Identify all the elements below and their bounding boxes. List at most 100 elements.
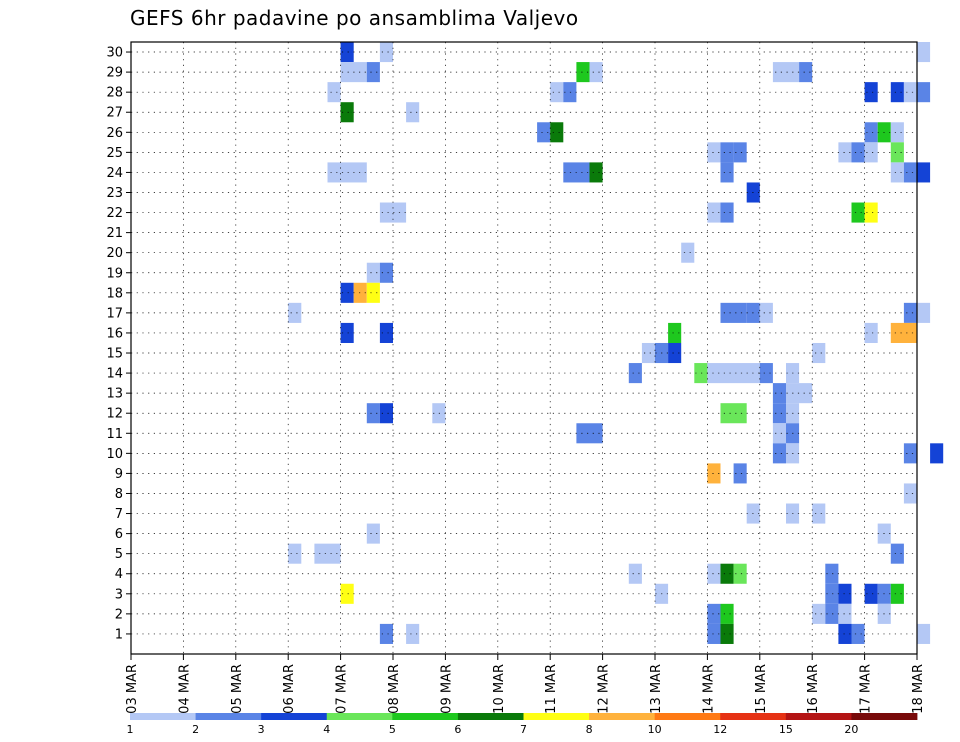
legend-swatch <box>326 713 393 720</box>
y-tick-label: 2 <box>115 607 123 622</box>
y-tick-label: 14 <box>106 367 123 382</box>
precip-cell <box>707 363 721 384</box>
precip-cell <box>379 623 393 644</box>
y-tick-label: 21 <box>106 226 123 241</box>
precip-cell <box>628 363 642 384</box>
y-tick-label: 6 <box>115 527 123 542</box>
y-tick-label: 27 <box>106 106 123 121</box>
precip-cell <box>930 443 944 464</box>
precip-cell <box>720 302 747 323</box>
precip-cell <box>641 342 655 364</box>
precip-cell <box>327 162 367 183</box>
precip-cell <box>772 403 786 424</box>
y-tick-label: 29 <box>106 66 123 81</box>
precip-cell <box>406 102 420 123</box>
legend-swatch <box>457 713 524 720</box>
precip-cell <box>890 583 904 604</box>
precip-cell <box>812 342 826 364</box>
precip-cell <box>917 42 931 63</box>
precip-cell <box>772 62 800 83</box>
x-tick-label: 14 MAR <box>701 664 716 714</box>
precip-cell <box>379 322 393 343</box>
precip-cell <box>917 82 931 103</box>
precip-cell <box>812 603 826 624</box>
precip-cell <box>720 162 734 183</box>
legend-swatch <box>720 713 787 720</box>
precip-cell <box>772 423 786 444</box>
precip-cell <box>903 162 917 183</box>
x-tick-label: 08 MAR <box>387 664 402 714</box>
legend-swatch <box>523 713 590 720</box>
precip-cell <box>720 142 734 163</box>
y-tick-label: 28 <box>106 86 123 101</box>
precip-cell <box>720 623 734 644</box>
precip-cell <box>589 62 603 83</box>
x-tick-label: 07 MAR <box>335 664 350 714</box>
legend-label: 12 <box>713 723 727 736</box>
precip-cell <box>864 322 878 343</box>
y-tick-label: 8 <box>115 487 123 502</box>
precip-cell <box>314 543 341 564</box>
precip-cell <box>327 82 341 103</box>
legend-swatch <box>589 713 656 720</box>
y-axis: 1234567891011121314151617181920212223242… <box>106 46 131 642</box>
precip-cell <box>707 463 721 484</box>
y-tick-label: 25 <box>106 146 123 161</box>
x-tick-label: 12 MAR <box>597 664 612 714</box>
precip-cell <box>799 62 813 83</box>
legend-label: 5 <box>389 723 396 736</box>
precip-cell <box>550 122 564 143</box>
y-tick-label: 23 <box>106 186 123 201</box>
precip-cell <box>563 82 577 103</box>
precip-cell <box>707 603 721 624</box>
precip-cell <box>340 42 354 63</box>
y-tick-label: 7 <box>115 507 123 522</box>
precip-cell <box>917 623 931 644</box>
precip-cell <box>720 403 747 424</box>
legend-label: 20 <box>844 723 858 736</box>
x-tick-label: 09 MAR <box>439 664 454 714</box>
precip-cell <box>379 262 393 283</box>
precip-cell <box>733 142 747 163</box>
y-tick-label: 18 <box>106 286 123 301</box>
precip-cell <box>903 483 917 504</box>
precip-cell <box>825 563 839 584</box>
precip-cell <box>628 563 642 584</box>
y-tick-label: 4 <box>115 567 123 582</box>
legend-swatch <box>195 713 262 720</box>
legend-label: 10 <box>648 723 662 736</box>
legend-swatch <box>654 713 721 720</box>
precip-cell <box>668 342 682 364</box>
y-tick-label: 15 <box>106 347 123 362</box>
precip-cell <box>733 463 747 484</box>
precip-cell <box>720 603 734 624</box>
y-tick-label: 13 <box>106 387 123 402</box>
precip-cell <box>890 122 904 143</box>
precip-cell <box>288 543 302 564</box>
precip-cell <box>838 623 852 644</box>
precip-cell <box>759 302 773 323</box>
precip-cell <box>838 142 852 163</box>
precip-cell <box>576 62 590 83</box>
precip-cell <box>707 623 721 644</box>
precip-cell <box>917 162 931 183</box>
precip-cell <box>864 202 878 223</box>
precip-cell <box>340 282 354 303</box>
x-tick-label: 11 MAR <box>544 664 559 714</box>
precip-cell <box>890 162 904 183</box>
x-tick-label: 03 MAR <box>125 664 140 714</box>
y-tick-label: 5 <box>115 547 123 562</box>
chart-title: GEFS 6hr padavine po ansamblima Valjevo <box>130 6 579 30</box>
x-tick-label: 17 MAR <box>859 664 874 714</box>
precip-cell <box>825 583 839 604</box>
y-tick-label: 24 <box>106 166 123 181</box>
precip-cell <box>864 122 878 143</box>
precip-cell <box>537 122 551 143</box>
y-tick-label: 9 <box>115 467 123 482</box>
precip-cell <box>668 322 682 343</box>
precip-cell <box>589 162 603 183</box>
legend-label: 4 <box>323 723 330 736</box>
y-tick-label: 20 <box>106 246 123 261</box>
legend-swatch <box>261 713 328 720</box>
